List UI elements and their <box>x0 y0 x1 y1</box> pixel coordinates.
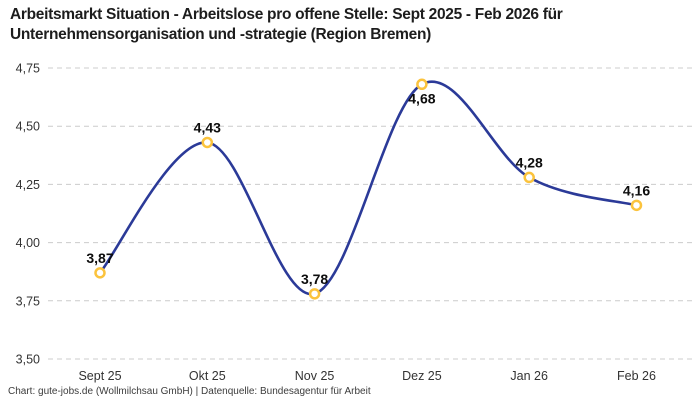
y-tick-label: 4,75 <box>16 62 40 76</box>
y-tick-label: 4,25 <box>16 178 40 192</box>
chart-title-line1: Arbeitsmarkt Situation - Arbeitslose pro… <box>10 6 563 23</box>
data-point-marker <box>201 136 214 149</box>
y-tick-label: 3,50 <box>16 353 40 367</box>
data-point-value-label: 4,16 <box>623 182 650 198</box>
data-point-marker <box>523 171 535 184</box>
series-line <box>98 80 638 296</box>
data-point-value-label: 4,43 <box>194 119 221 135</box>
y-tick-label: 4,50 <box>16 120 40 134</box>
chart-title-line2: Unternehmensorganisation und -strategie … <box>10 26 431 43</box>
y-tick-label: 4,00 <box>16 236 40 250</box>
data-point-value-label: 4,28 <box>516 154 543 170</box>
data-point-value-label: 4,68 <box>408 90 435 106</box>
x-tick-label: Jan 26 <box>510 369 548 383</box>
data-point-marker <box>416 78 428 91</box>
chart-credit: Chart: gute-jobs.de (Wollmilchsau GmbH) … <box>8 386 371 397</box>
x-tick-label: Okt 25 <box>189 369 226 383</box>
chart-title: Arbeitsmarkt Situation - Arbeitslose pro… <box>10 5 690 45</box>
x-tick-label: Nov 25 <box>295 369 335 383</box>
data-point-marker <box>308 288 321 300</box>
data-point-value-label: 3,78 <box>301 271 328 287</box>
data-point-value-label: 3,87 <box>86 250 113 266</box>
x-tick-label: Dez 25 <box>402 369 442 383</box>
x-tick-label: Sept 25 <box>78 369 121 383</box>
data-point-marker <box>630 199 643 212</box>
y-tick-label: 3,75 <box>16 294 40 308</box>
x-tick-label: Feb 26 <box>617 369 656 383</box>
data-point-marker <box>94 267 106 279</box>
